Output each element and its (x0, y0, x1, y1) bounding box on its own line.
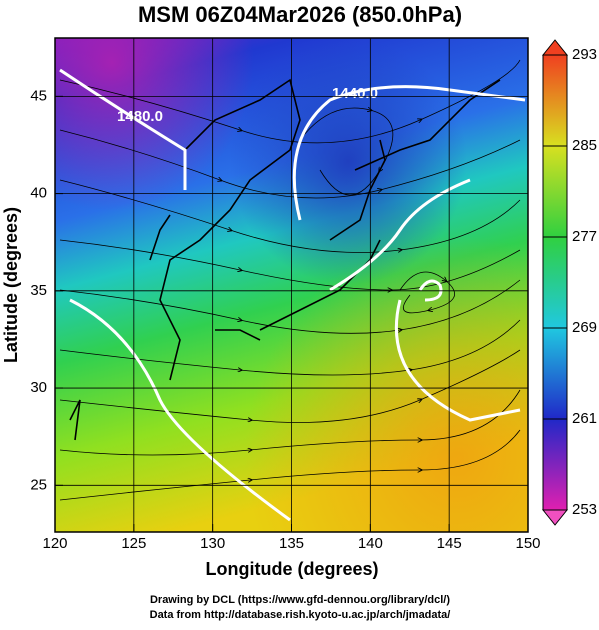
colorbar-extend (541, 509, 569, 526)
x-tick-label: 145 (437, 535, 462, 552)
y-tick-label: 45 (30, 87, 47, 104)
colorbar-tick-label: 253 (572, 501, 597, 518)
colorbar-tick-label: 277 (572, 228, 597, 245)
y-axis-label: Latitude (degrees) (1, 207, 21, 363)
colorbar-tick-label: 293 (572, 46, 597, 63)
colorbar-extend (541, 39, 569, 56)
y-tick-label: 25 (30, 476, 47, 493)
x-tick-label: 140 (358, 535, 383, 552)
x-tick-label: 120 (42, 535, 67, 552)
colorbar-tick-label: 285 (572, 137, 597, 154)
footer: Data from http://database.rish.kyoto-u.a… (150, 609, 451, 621)
x-axis-label: Longitude (degrees) (205, 559, 378, 579)
x-tick-label: 125 (121, 535, 146, 552)
plot-area: 1480.0 1440.0 (55, 38, 528, 532)
contour-label: 1440.0 (332, 85, 378, 102)
x-tick-label: 150 (515, 535, 540, 552)
colorbar-tick-label: 261 (572, 410, 597, 427)
x-tick-label: 135 (279, 535, 304, 552)
y-tick-label: 40 (30, 185, 47, 202)
contour-label: 1480.0 (117, 108, 163, 125)
colorbar (542, 54, 568, 511)
footer: Drawing by DCL (https://www.gfd-dennou.o… (150, 594, 450, 606)
y-tick-label: 30 (30, 379, 47, 396)
x-tick-label: 130 (200, 535, 225, 552)
colorbar-tick-label: 269 (572, 319, 597, 336)
y-tick-label: 35 (30, 282, 47, 299)
chart-title: MSM 06Z04Mar2026 (850.0hPa) (138, 2, 462, 27)
